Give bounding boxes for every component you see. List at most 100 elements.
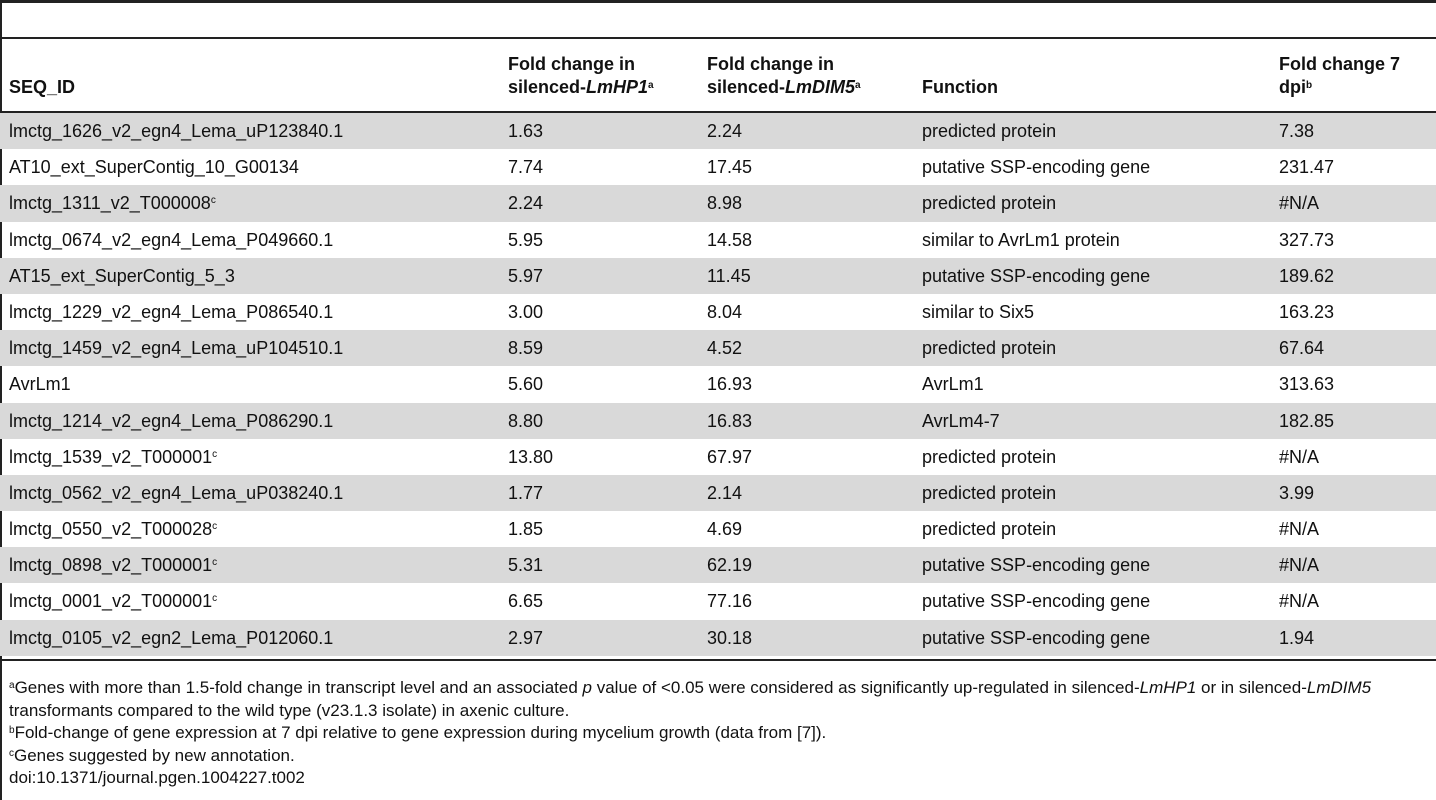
cell-seq-id-text: AT15_ext_SuperContig_5_3	[9, 265, 235, 286]
cell-seq-id: lmctg_0105_v2_egn2_Lema_P012060.1	[9, 620, 333, 656]
table-row: lmctg_1539_v2_T000001c 13.80 67.97 predicte…	[0, 439, 1436, 475]
cell-fold-change-dim5-text: 4.69	[707, 519, 743, 540]
cell-seq-id-text: lmctg_1214_v2_egn4_Lema_P086290.1	[9, 410, 334, 431]
header-dim5-gene: LmDIM5	[785, 77, 856, 97]
cell-fold-change-7dpi: #N/A	[1279, 511, 1319, 547]
cell-fold-change-dim5-text: 30.18	[707, 627, 753, 648]
cell-seq-id: lmctg_1459_v2_egn4_Lema_uP104510.1	[9, 330, 343, 366]
cell-seq-id-text: lmctg_0562_v2_egn4_Lema_uP038240.1	[9, 482, 344, 503]
table-row: lmctg_0105_v2_egn2_Lema_P012060.1 2.97 30.…	[0, 619, 1436, 656]
cell-fold-change-hp1-text: 1.85	[508, 519, 544, 540]
cell-fold-change-hp1-text: 6.65	[508, 591, 544, 612]
cell-fold-change-7dpi: #N/A	[1279, 547, 1319, 583]
cell-fold-change-7dpi-text: 189.62	[1279, 265, 1335, 286]
cell-fold-change-hp1-text: 8.59	[508, 338, 544, 359]
cell-fold-change-dim5: 4.52	[707, 330, 742, 366]
cell-fold-change-hp1: 5.60	[508, 366, 543, 402]
cell-seq-id-footnote-mark: c	[212, 448, 218, 460]
cell-fold-change-dim5: 8.98	[707, 185, 742, 221]
table-row: AvrLm1 5.60 16.93 AvrLm1 313.63	[0, 366, 1436, 402]
doi-link[interactable]: doi:10.1371/journal.pgen.1004227.t002	[9, 768, 305, 787]
cell-function: putative SSP-encoding gene	[922, 620, 1150, 656]
cell-seq-id: lmctg_1311_v2_T000008c	[9, 185, 216, 221]
cell-fold-change-hp1-text: 1.77	[508, 482, 544, 503]
cell-function: predicted protein	[922, 113, 1056, 149]
cell-fold-change-7dpi-text: #N/A	[1279, 446, 1320, 467]
footnote-c-text: Genes suggested by new annotation.	[14, 745, 295, 765]
cell-seq-id-text: lmctg_1311_v2_T000008	[9, 193, 211, 214]
cell-seq-id-text: AT10_ext_SuperContig_10_G00134	[9, 157, 299, 178]
cell-fold-change-dim5: 77.16	[707, 583, 752, 619]
cell-fold-change-hp1: 1.85	[508, 511, 543, 547]
footnote-b-text: Fold-change of gene expression at 7 dpi …	[14, 723, 827, 742]
cell-function-text: predicted protein	[922, 121, 1057, 141]
cell-seq-id: lmctg_0001_v2_T000001c	[9, 583, 217, 619]
cell-function-text: putative SSP-encoding gene	[922, 555, 1151, 576]
cell-fold-change-hp1: 1.77	[508, 475, 543, 511]
cell-seq-id: lmctg_1539_v2_T000001c	[9, 439, 217, 475]
cell-fold-change-dim5-text: 62.19	[707, 555, 753, 576]
cell-fold-change-7dpi: 3.99	[1279, 475, 1314, 511]
cell-function-text: predicted protein	[922, 338, 1057, 359]
cell-seq-id: AvrLm1	[9, 366, 71, 402]
cell-fold-change-7dpi-text: 3.99	[1279, 482, 1315, 503]
cell-fold-change-7dpi-text: #N/A	[1279, 591, 1320, 612]
cell-fold-change-dim5: 4.69	[707, 511, 742, 547]
cell-function-text: putative SSP-encoding gene	[922, 591, 1151, 612]
cell-fold-change-7dpi-text: 231.47	[1279, 157, 1335, 178]
header-function: Function	[922, 77, 998, 97]
table-row: lmctg_0674_v2_egn4_Lema_P049660.1 5.95 14.…	[0, 222, 1436, 258]
cell-fold-change-hp1: 7.74	[508, 149, 543, 185]
cell-fold-change-dim5: 62.19	[707, 547, 752, 583]
cell-fold-change-7dpi: 327.73	[1279, 222, 1334, 258]
cell-fold-change-hp1: 2.97	[508, 620, 543, 656]
table-top-rule	[0, 0, 1436, 3]
cell-fold-change-dim5-text: 8.98	[707, 193, 743, 214]
header-fold-change-dim5: Fold change in silenced-LmDIM5a	[707, 53, 892, 99]
cell-fold-change-7dpi: 231.47	[1279, 149, 1334, 185]
table-left-border	[0, 0, 2, 800]
cell-fold-change-hp1-text: 3.00	[508, 301, 544, 322]
cell-function-text: AvrLm1	[922, 374, 984, 395]
table-row: lmctg_0898_v2_T000001c 5.31 62.19 putative …	[0, 547, 1436, 584]
cell-seq-id-text: lmctg_1626_v2_egn4_Lema_uP123840.1	[9, 121, 344, 141]
cell-function: putative SSP-encoding gene	[922, 547, 1150, 583]
cell-function: similar to AvrLm1 protein	[922, 222, 1120, 258]
cell-fold-change-dim5-text: 16.93	[707, 374, 753, 395]
header-seq-id: SEQ_ID	[9, 77, 76, 97]
cell-seq-id: lmctg_1229_v2_egn4_Lema_P086540.1	[9, 294, 333, 330]
cell-fold-change-dim5-text: 4.52	[707, 338, 743, 359]
table-bottom-rule	[0, 659, 1436, 661]
cell-fold-change-dim5-text: 11.45	[707, 265, 751, 286]
cell-fold-change-hp1: 5.97	[508, 258, 543, 294]
cell-function: AvrLm1	[922, 366, 984, 402]
header-dim5-text: Fold change in silenced-	[707, 54, 835, 97]
cell-fold-change-7dpi: #N/A	[1279, 439, 1319, 475]
header-bottom-rule	[0, 111, 1436, 113]
footnote-a-text2: value of <0.05 were considered as signif…	[591, 678, 1140, 697]
cell-fold-change-hp1: 13.80	[508, 439, 553, 475]
cell-fold-change-hp1-text: 5.95	[508, 229, 544, 250]
cell-fold-change-hp1-text: 5.31	[508, 555, 544, 576]
cell-function-text: predicted protein	[922, 519, 1057, 540]
cell-fold-change-7dpi: #N/A	[1279, 185, 1319, 221]
footnote-a-mark: a	[9, 680, 15, 691]
cell-fold-change-7dpi: 313.63	[1279, 366, 1334, 402]
cell-fold-change-dim5: 8.04	[707, 294, 742, 330]
cell-fold-change-7dpi-text: 163.23	[1279, 301, 1335, 322]
cell-fold-change-dim5: 2.14	[707, 475, 742, 511]
table-row: lmctg_0550_v2_T000028c 1.85 4.69 predicted …	[0, 511, 1436, 547]
cell-fold-change-hp1: 2.24	[508, 185, 543, 221]
header-top-rule	[0, 37, 1436, 39]
cell-fold-change-dim5-text: 77.16	[707, 591, 753, 612]
cell-fold-change-7dpi: 189.62	[1279, 258, 1334, 294]
table-header: SEQ_ID Fold change in silenced-LmHP1a Fo…	[0, 39, 1436, 111]
cell-function-text: AvrLm4-7	[922, 410, 1000, 431]
footnote-a-text4: transformants compared to the wild type …	[9, 700, 570, 720]
cell-fold-change-dim5: 16.83	[707, 403, 752, 439]
cell-seq-id-text: lmctg_0105_v2_egn2_Lema_P012060.1	[9, 627, 334, 648]
cell-function: predicted protein	[922, 185, 1056, 221]
cell-seq-id-footnote-mark: c	[212, 557, 218, 569]
cell-fold-change-dim5-text: 2.14	[707, 482, 743, 503]
cell-fold-change-hp1: 1.63	[508, 113, 543, 149]
